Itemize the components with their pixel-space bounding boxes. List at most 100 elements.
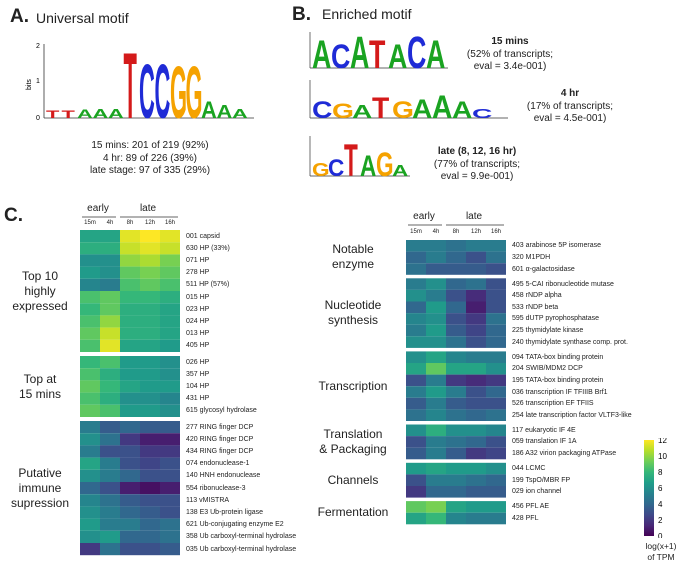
right-gene-label: 225 thymidylate kinase xyxy=(512,327,584,334)
right-cell xyxy=(406,409,426,421)
left-cell xyxy=(80,506,100,519)
logo-letter-t: T xyxy=(46,108,60,120)
panel-b-letter: B. xyxy=(292,4,311,25)
right-group-label-line: & Packaging xyxy=(319,441,387,456)
right-cell xyxy=(446,313,466,325)
panel-c-letter: C. xyxy=(4,205,23,226)
logo-letter-c: C xyxy=(155,50,171,136)
left-gene-label: 420 RING finger DCP xyxy=(186,435,254,443)
left-cell xyxy=(100,404,120,417)
left-cell xyxy=(160,356,180,369)
left-cell xyxy=(100,266,120,279)
left-cell xyxy=(140,291,160,304)
right-cell xyxy=(446,289,466,302)
left-cell xyxy=(140,356,160,369)
logo-letter-g: G xyxy=(312,160,330,181)
left-cell xyxy=(80,404,100,417)
logo-letter-a: A xyxy=(432,90,452,125)
right-cell xyxy=(486,436,506,448)
right-cell xyxy=(426,436,446,448)
right-group-label-line: Nucleotide xyxy=(324,298,382,313)
right-cell xyxy=(446,486,466,498)
left-cell xyxy=(120,242,140,255)
right-group-label-line: synthesis xyxy=(327,313,379,328)
left-cell xyxy=(120,457,140,470)
left-cell xyxy=(120,380,140,393)
colorbar-tick-label: 2 xyxy=(658,516,663,525)
right-cell xyxy=(406,374,426,387)
left-cell xyxy=(120,339,140,352)
colorbar-gradient xyxy=(644,440,654,536)
left-group-label-line: expressed xyxy=(12,298,68,313)
right-cell xyxy=(486,336,506,348)
heatmap-right-gene-labels: 403 arabinose 5P isomerase 320 M1PDH 601 α… xyxy=(512,240,642,562)
right-cell xyxy=(466,278,486,290)
right-cell xyxy=(406,512,426,525)
right-late-header: late xyxy=(465,211,483,222)
right-cell xyxy=(446,251,466,264)
left-cell xyxy=(160,518,180,531)
right-gene-label: 458 rNDP alpha xyxy=(512,292,562,300)
logo-letter-g: G xyxy=(376,146,394,184)
left-cell xyxy=(140,421,160,434)
right-cell xyxy=(406,289,426,302)
motif-15-mins-title: 15 mins xyxy=(491,36,529,47)
left-cell xyxy=(140,254,160,267)
logo-letter-a: A xyxy=(452,96,472,123)
colorbar-tick-label: 8 xyxy=(658,468,663,477)
right-cell xyxy=(406,436,426,448)
left-cell xyxy=(160,404,180,417)
right-group-label-line: Translation xyxy=(323,426,383,441)
right-group-label-line: Notable xyxy=(332,242,374,257)
left-cell xyxy=(120,543,140,556)
logo-a-ymax: 2 xyxy=(36,43,40,50)
right-cell xyxy=(406,501,426,513)
left-cell xyxy=(140,433,160,446)
left-col-headers: 15m 4h 8h 12h 16h xyxy=(80,220,180,226)
right-cell xyxy=(426,462,446,475)
left-cell xyxy=(80,327,100,340)
colorbar-tick-label: 6 xyxy=(658,484,663,493)
colorbar-tick-label: 10 xyxy=(658,452,667,461)
logo-a-axis: 2 1 0 bits xyxy=(26,43,254,122)
left-cell xyxy=(100,380,120,393)
left-cell xyxy=(160,291,180,304)
left-cell xyxy=(100,339,120,352)
left-cell xyxy=(120,230,140,243)
right-gene-label: 533 rNDP beta xyxy=(512,303,559,311)
logo-letter-c: C xyxy=(331,37,350,76)
right-cell xyxy=(446,363,466,375)
right-cell xyxy=(446,374,466,387)
right-header-lines xyxy=(408,224,504,226)
left-cell xyxy=(160,339,180,352)
right-cell xyxy=(406,313,426,325)
left-cell xyxy=(160,543,180,556)
right-cell xyxy=(466,336,486,348)
right-cell xyxy=(426,289,446,302)
left-col-15m: 15m xyxy=(84,220,96,226)
right-gene-label: 186 A32 virion packaging ATPase xyxy=(512,450,617,457)
right-cell xyxy=(466,486,486,498)
logo-letter-c: C xyxy=(139,50,155,136)
motif-4-hr-eval: eval = 4.5e-001) xyxy=(533,113,607,124)
right-gene-label: 036 transcription IF TFIIIB Brf1 xyxy=(512,388,608,396)
left-cell xyxy=(120,404,140,417)
left-cell xyxy=(120,303,140,316)
left-cell xyxy=(120,315,140,328)
motif-15-mins-pct: (52% of transcripts; xyxy=(466,48,554,60)
right-cell xyxy=(486,301,506,314)
right-cell xyxy=(466,386,486,398)
left-cell xyxy=(80,433,100,446)
right-gene-label: 094 TATA-box binding protein xyxy=(512,353,604,361)
right-cell xyxy=(446,301,466,314)
right-cell xyxy=(486,462,506,475)
panel-b-title: Enriched motif xyxy=(322,6,412,22)
left-gene-label: 615 glycosyl hydrolase xyxy=(186,407,257,415)
right-group-label: Translation & Packaging xyxy=(300,427,406,457)
right-gene-label: 526 transcription EF TFIIS xyxy=(512,400,594,408)
logo-letter-c: C xyxy=(472,106,492,121)
logo-a-ymin: 0 xyxy=(36,115,40,122)
left-cell xyxy=(140,392,160,405)
right-cell xyxy=(406,447,426,460)
right-cell xyxy=(466,409,486,421)
